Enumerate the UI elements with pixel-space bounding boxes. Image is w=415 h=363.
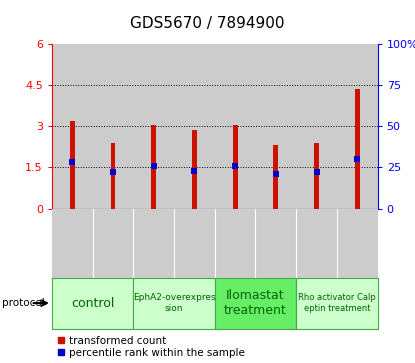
Bar [215,278,296,329]
Text: GDS5670 / 7894900: GDS5670 / 7894900 [130,16,285,31]
Bar [133,278,215,329]
Bar [70,121,75,209]
Bar [174,44,215,209]
Bar [337,44,378,209]
Bar [256,44,296,209]
Bar [273,146,278,209]
Text: Ilomastat
treatment: Ilomastat treatment [224,289,287,317]
Bar [355,89,360,209]
Text: control: control [71,297,114,310]
Bar [296,278,378,329]
Text: EphA2-overexpres
sion: EphA2-overexpres sion [133,293,215,313]
Bar [133,44,174,209]
Bar [52,278,133,329]
Bar [233,125,237,209]
Legend: transformed count, percentile rank within the sample: transformed count, percentile rank withi… [57,335,244,358]
Bar [52,44,93,209]
Bar [151,125,156,209]
Bar [192,130,197,209]
Bar [314,143,319,209]
Text: protocol: protocol [2,298,45,308]
Bar [296,44,337,209]
Bar [215,44,256,209]
Bar [110,143,115,209]
Text: Rho activator Calp
eptin treatment: Rho activator Calp eptin treatment [298,293,376,313]
Bar [93,44,133,209]
